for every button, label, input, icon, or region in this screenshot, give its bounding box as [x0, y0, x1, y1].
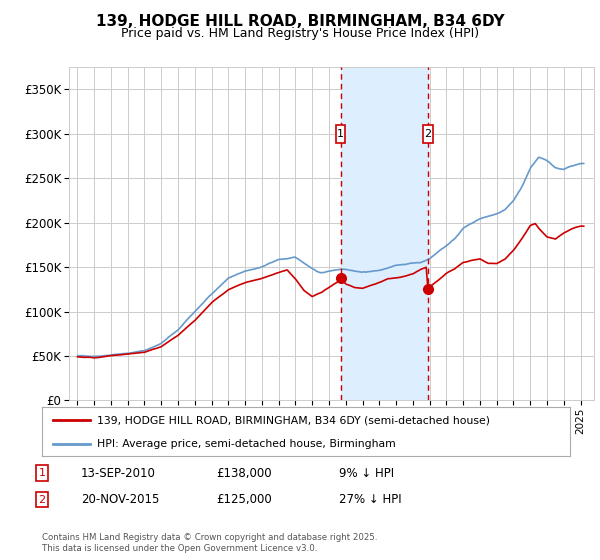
FancyBboxPatch shape — [336, 125, 346, 143]
Text: Contains HM Land Registry data © Crown copyright and database right 2025.
This d: Contains HM Land Registry data © Crown c… — [42, 533, 377, 553]
Text: 139, HODGE HILL ROAD, BIRMINGHAM, B34 6DY: 139, HODGE HILL ROAD, BIRMINGHAM, B34 6D… — [95, 14, 505, 29]
Text: 139, HODGE HILL ROAD, BIRMINGHAM, B34 6DY (semi-detached house): 139, HODGE HILL ROAD, BIRMINGHAM, B34 6D… — [97, 416, 490, 426]
Text: HPI: Average price, semi-detached house, Birmingham: HPI: Average price, semi-detached house,… — [97, 439, 396, 449]
Bar — [341, 67, 428, 400]
Text: 13-SEP-2010: 13-SEP-2010 — [81, 466, 156, 480]
Text: 27% ↓ HPI: 27% ↓ HPI — [339, 493, 401, 506]
Text: Price paid vs. HM Land Registry's House Price Index (HPI): Price paid vs. HM Land Registry's House … — [121, 27, 479, 40]
Text: 1: 1 — [337, 129, 344, 139]
Text: 2: 2 — [424, 129, 431, 139]
Text: 1: 1 — [38, 468, 46, 478]
Text: £138,000: £138,000 — [216, 466, 272, 480]
Text: 2: 2 — [38, 494, 46, 505]
Text: 9% ↓ HPI: 9% ↓ HPI — [339, 466, 394, 480]
Text: £125,000: £125,000 — [216, 493, 272, 506]
Text: 20-NOV-2015: 20-NOV-2015 — [81, 493, 160, 506]
FancyBboxPatch shape — [424, 125, 433, 143]
